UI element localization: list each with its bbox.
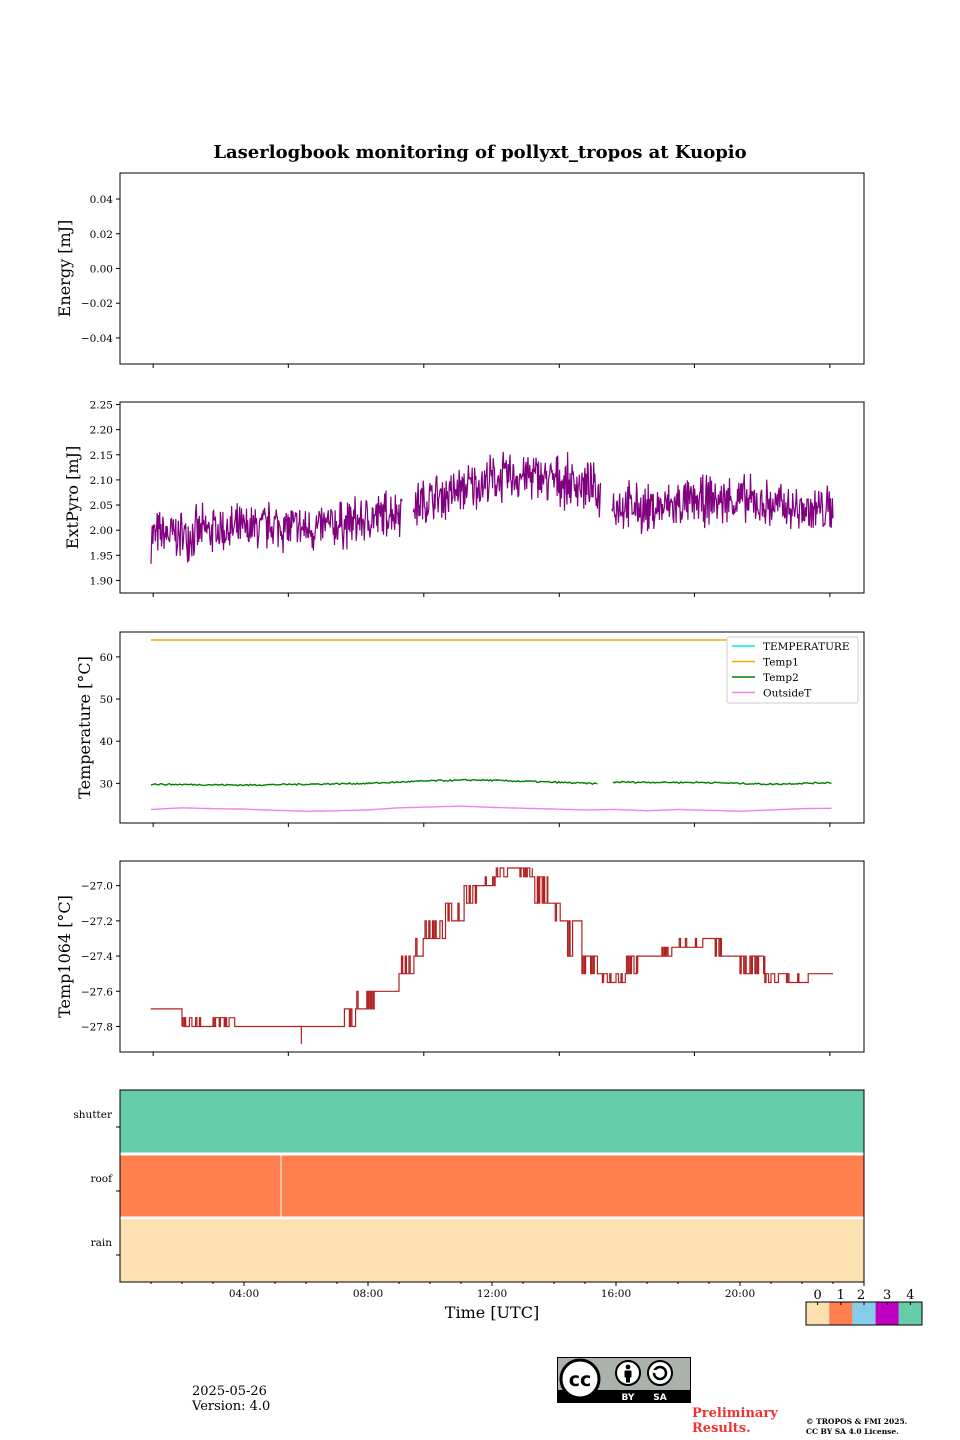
colorbar-cell-1 [829,1302,853,1325]
cc-license-badge: cc BY SA [557,1357,691,1403]
status-row-shutter [120,1090,864,1154]
colorbar-cell-3 [875,1302,899,1325]
panel-frame-0 [119,172,865,365]
x-tick-label: 04:00 [229,1288,259,1300]
colorbar-cell-4 [898,1302,922,1325]
copyright-line-1: © TROPOS & FMI 2025. [806,1417,908,1426]
preliminary-results-label: Preliminary Results. [692,1406,782,1436]
y-axis-label: Temp1064 [°C] [55,895,74,1018]
colorbar-tick-label: 2 [857,1288,865,1303]
sa-icon [647,1360,673,1386]
y-tick-label: −0.04 [81,333,113,345]
colorbar-cell-2 [852,1302,876,1325]
figure-title: Laserlogbook monitoring of pollyxt_tropo… [213,142,746,163]
y-tick-label: −27.8 [81,1021,113,1033]
copyright-line-2: CC BY SA 4.0 License. [806,1427,899,1436]
status-row-rain [120,1218,864,1282]
panels-group: 0.04 0.02 0.00 −0.02 −0.04 Energy [mJ] 1.90 1.9… [55,172,923,1326]
by-icon [615,1360,641,1386]
x-axis-label: Time [UTC] [445,1303,539,1322]
x-tick-label: 12:00 [477,1288,507,1300]
y-tick-label: 60 [100,652,113,664]
legend-label: TEMPERATURE [763,641,850,653]
series-line-outsidet [150,805,832,812]
y-axis-label: Energy [mJ] [55,220,74,318]
y-axis-label: Temperature [°C] [75,656,94,799]
y-tick-label: −27.2 [81,916,113,928]
y-tick-label: 0.00 [90,264,113,276]
y-tick-label: −27.4 [81,951,113,963]
colorbar-cell-0 [806,1302,830,1325]
colorbar-tick-label: 4 [906,1288,914,1303]
status-row-label: roof [90,1173,113,1185]
y-tick-label: 1.95 [90,550,113,562]
legend-label: OutsideT [763,688,811,700]
series-line-temp2 [150,778,832,787]
panel-frame-2 [119,631,865,824]
y-tick-label: 2.10 [90,475,113,487]
colorbar-tick-label: 1 [837,1288,845,1303]
preliminary-text: Preliminary Results. [692,1406,778,1436]
legend: TEMPERATURE Temp1 Temp2 OutsideT [726,636,859,704]
x-tick-label: 16:00 [601,1288,631,1300]
status-row-roof [120,1154,864,1218]
x-tick-label: 08:00 [353,1288,383,1300]
y-tick-label: 50 [100,694,113,706]
y-axis-label: ExtPyro [mJ] [63,446,82,549]
svg-text:cc: cc [569,1369,592,1391]
legend-label: Temp2 [763,672,799,684]
colorbar-tick-label: 0 [813,1288,821,1303]
y-tick-label: 2.25 [90,400,113,412]
y-tick-label: 2.05 [90,500,113,512]
date-label: 2025-05-26 [192,1384,267,1399]
legend-box [726,636,859,704]
x-tick-label: 20:00 [725,1288,755,1300]
copyright-block: © TROPOS & FMI 2025. CC BY SA 4.0 Licens… [806,1417,907,1437]
y-tick-label: −0.02 [81,298,113,310]
status-row-label: rain [91,1237,113,1249]
colorbar-frame [805,1301,923,1326]
legend-label: Temp1 [763,657,799,669]
status-row-label: shutter [73,1109,113,1121]
y-tick-label: 1.90 [90,575,113,587]
panel-frame-1 [119,401,865,594]
sa-label: SA [653,1393,666,1403]
extpyro-series-line [150,451,834,564]
y-tick-label: 40 [100,736,113,748]
y-tick-label: −27.6 [81,986,113,998]
y-tick-label: 2.20 [90,425,113,437]
colorbar-tick-label: 3 [883,1288,891,1303]
y-tick-label: 30 [100,778,113,790]
y-tick-label: 2.00 [90,525,113,537]
y-tick-label: 0.04 [90,194,114,206]
date-version-block: 2025-05-26 Version: 4.0 [192,1384,270,1414]
y-tick-label: 2.15 [90,450,113,462]
y-tick-label: 0.02 [90,229,113,241]
by-label: BY [622,1393,635,1403]
temp1064-series-line [150,867,833,1028]
version-label: Version: 4.0 [192,1399,271,1414]
y-tick-label: −27.0 [81,881,113,893]
